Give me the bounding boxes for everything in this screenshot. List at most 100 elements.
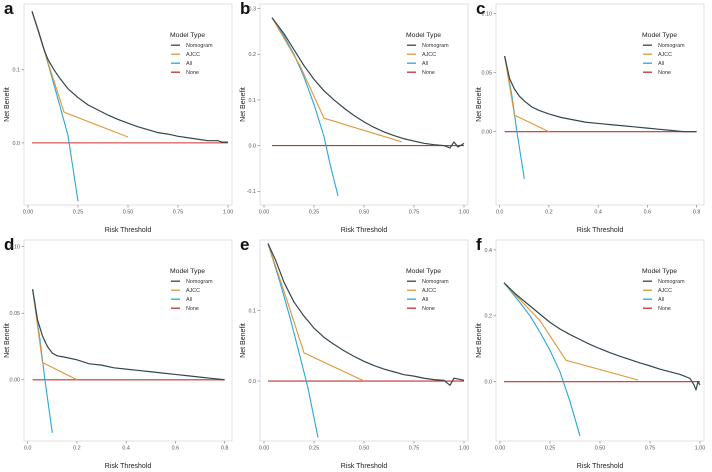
legend-label: None: [658, 306, 671, 312]
series-line-nomogram: [31, 11, 228, 143]
y-tick-label: 0.05: [482, 70, 493, 76]
x-tick-label: 0.25: [545, 446, 556, 452]
x-tick-label: 0.25: [309, 446, 320, 452]
y-tick-label: 0.1: [249, 98, 257, 104]
x-axis-title: Risk Threshold: [341, 463, 388, 470]
y-axis-title: Net Benefit: [476, 323, 483, 358]
y-tick-label: 0.0: [249, 379, 257, 385]
legend-label: AJCC: [422, 288, 436, 294]
x-tick-label: 1.00: [223, 210, 234, 216]
series-line-nomogram: [504, 55, 697, 133]
x-tick-label: 0.6: [644, 210, 652, 216]
x-tick-label: 0.8: [221, 446, 229, 452]
legend-label: All: [658, 297, 664, 303]
y-tick-label: 0.00: [482, 130, 493, 136]
x-tick-label: 0.0: [496, 210, 504, 216]
x-tick-label: 0.6: [172, 446, 180, 452]
x-tick-label: 0.4: [122, 446, 130, 452]
x-axis-title: Risk Threshold: [341, 227, 388, 234]
legend-label: All: [422, 297, 428, 303]
x-tick-label: 1.00: [695, 446, 706, 452]
legend-label: None: [186, 70, 199, 76]
dca-plot: 0.00 0.25 0.50 0.75 1.00 0.0 0.1 Risk Threshold…: [4, 3, 234, 234]
legend-label: AJCC: [658, 288, 672, 294]
legend-label: None: [422, 306, 435, 312]
series-line-ajcc: [267, 243, 365, 382]
legend-label: AJCC: [186, 288, 200, 294]
y-tick-label: 0.0: [249, 144, 257, 150]
x-tick-label: 0.00: [23, 210, 34, 216]
legend-label: All: [186, 297, 192, 303]
y-tick-label: 0.1: [13, 68, 21, 74]
legend-label: Nomogram: [422, 43, 449, 49]
legend-label: Nomogram: [186, 43, 213, 49]
panel-f: f 0.00 0.25 0.50 0.75 1.00 0.0 0.2 0.4 Risk Thre…: [472, 235, 708, 472]
plot-frame: [495, 239, 705, 442]
series-line-all: [271, 17, 339, 196]
x-axis-title: Risk Threshold: [577, 227, 624, 234]
series-line-nomogram: [32, 289, 225, 381]
series-line-nomogram: [503, 282, 701, 391]
legend-title: Model Type: [170, 32, 205, 39]
legend-label: None: [658, 70, 671, 76]
panel-letter: f: [476, 235, 482, 254]
series-line-nomogram: [271, 17, 465, 149]
plot-frame: [23, 3, 233, 206]
panel-letter: b: [240, 0, 251, 18]
legend-label: AJCC: [422, 52, 436, 58]
legend-label: All: [658, 61, 664, 67]
y-tick-label: 0.2: [249, 52, 257, 58]
x-axis-title: Risk Threshold: [105, 227, 152, 234]
plot-frame: [23, 239, 233, 442]
y-axis-title: Net Benefit: [476, 87, 483, 122]
x-tick-label: 0.75: [409, 210, 420, 216]
x-tick-label: 0.25: [73, 210, 84, 216]
legend-title: Model Type: [406, 268, 441, 275]
y-axis-title: Net Benefit: [4, 87, 11, 122]
legend-title: Model Type: [642, 268, 677, 275]
legend-label: All: [186, 61, 192, 67]
series-line-nomogram: [267, 243, 465, 386]
y-tick-label: 0.10: [10, 245, 21, 251]
x-tick-label: 0.75: [173, 210, 184, 216]
panel-letter: a: [4, 0, 14, 18]
panel-c: c 0.0 0.2 0.4 0.6 0.8 0.00 0.05 0.10 Risk Thresh…: [472, 0, 708, 236]
legend-label: None: [422, 70, 435, 76]
legend-label: AJCC: [186, 52, 200, 58]
legend-label: AJCC: [658, 52, 672, 58]
series-line-ajcc: [271, 17, 403, 143]
series-line-all: [503, 282, 581, 437]
x-axis-title: Risk Threshold: [577, 463, 624, 470]
legend-label: All: [422, 61, 428, 67]
panel-letter: d: [4, 235, 15, 254]
y-tick-label: 0.3: [249, 6, 257, 12]
legend-title: Model Type: [642, 32, 677, 39]
y-axis-title: Net Benefit: [240, 323, 247, 358]
legend-title: Model Type: [170, 268, 205, 275]
x-tick-label: 0.0: [24, 446, 32, 452]
panel-b: b 0.00 0.25 0.50 0.75 1.00 -0.1 0.0 0.1 0.2 0.3 Ri…: [236, 0, 472, 236]
legend-label: Nomogram: [186, 279, 213, 285]
plot-frame: [259, 239, 469, 442]
x-tick-label: 0.00: [259, 210, 270, 216]
series-line-all: [267, 243, 319, 438]
legend-title: Model Type: [406, 32, 441, 39]
y-tick-label: 0.10: [482, 11, 493, 17]
y-tick-label: 0.0: [13, 141, 21, 147]
series-line-ajcc: [504, 55, 550, 133]
x-tick-label: 0.25: [309, 210, 320, 216]
dca-plot: 0.00 0.25 0.50 0.75 1.00 -0.1 0.0 0.1 0.2 0.3 Risk…: [240, 3, 469, 234]
y-tick-label: -0.1: [247, 189, 256, 195]
plot-frame: [259, 3, 469, 206]
y-tick-label: 0.2: [485, 314, 493, 320]
dca-plot: 0.00 0.25 0.50 0.75 1.00 0.0 0.1 Risk Threshold…: [240, 239, 469, 470]
y-tick-label: 0.0: [485, 380, 493, 386]
x-tick-label: 0.50: [359, 210, 370, 216]
legend-label: Nomogram: [658, 43, 685, 49]
x-tick-label: 0.75: [645, 446, 656, 452]
panel-letter: c: [476, 0, 486, 18]
x-tick-label: 0.00: [259, 446, 270, 452]
y-axis-title: Net Benefit: [240, 87, 247, 122]
x-tick-label: 0.75: [409, 446, 420, 452]
